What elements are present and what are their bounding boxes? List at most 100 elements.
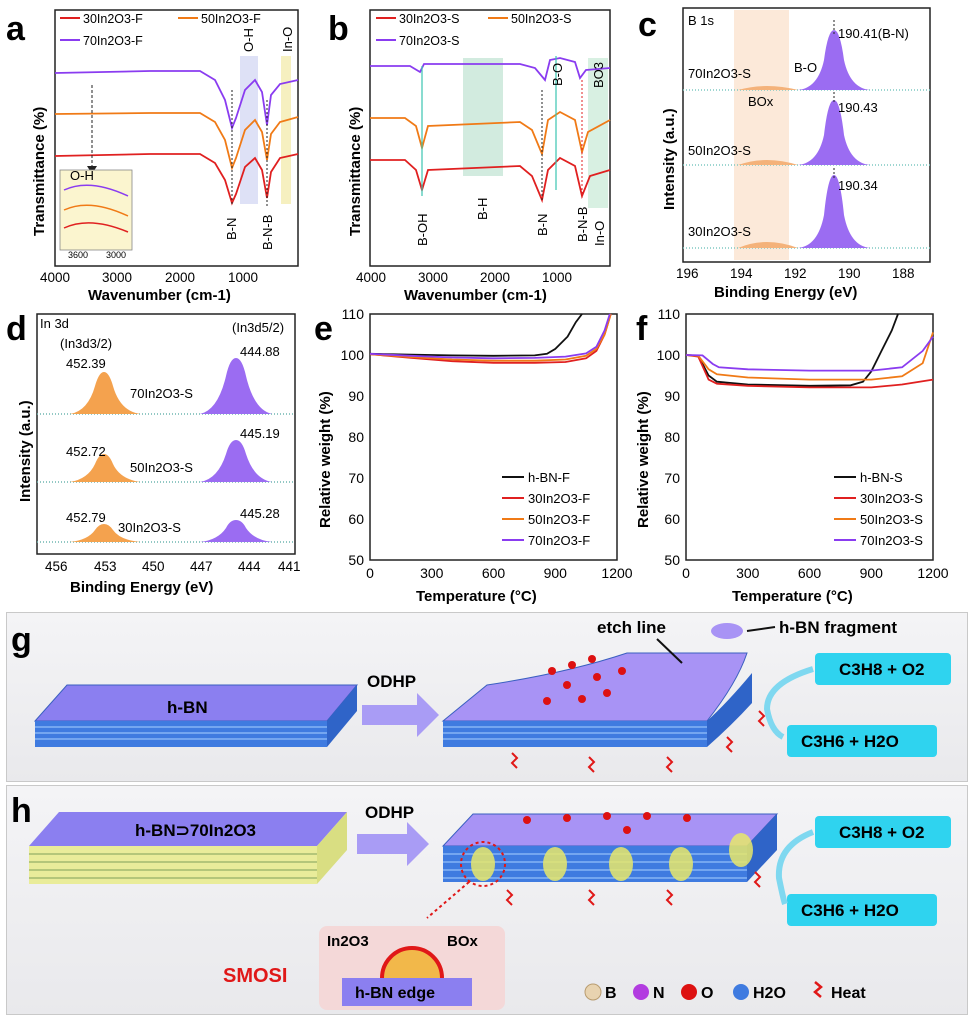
series-e-0: [369, 313, 583, 357]
schematic-h-canvas: h h-BN⊃70In2O3 ODHP: [11, 792, 951, 1010]
ytick-e-80: 80: [348, 429, 364, 445]
label-oh: O-H: [241, 28, 256, 52]
sheet-label-g: h-BN: [167, 698, 208, 717]
odhp-label-g: ODHP: [367, 672, 416, 691]
xtick-f-0: 0: [682, 565, 690, 581]
sample-label-d-50: 50In2O3-S: [130, 460, 193, 475]
etch-line-pointer: [656, 638, 683, 664]
legend-label-f-1: 30In2O3-S: [860, 491, 923, 506]
hbn-in2o3-stack: [29, 812, 347, 884]
sample-label-d-30: 30In2O3-S: [118, 520, 181, 535]
ytick-e-50: 50: [348, 552, 364, 568]
peak-label-30: 190.34: [838, 178, 878, 193]
peak-d-70-52: [200, 358, 272, 414]
label-bn: B-N: [224, 218, 239, 240]
xtick-e-1200: 1200: [601, 565, 632, 581]
odhp-arrow-g: [362, 693, 439, 737]
curve-50-s: [370, 110, 611, 158]
xtick-e-300: 300: [420, 565, 444, 581]
sheet-label-h: h-BN⊃70In2O3: [135, 821, 256, 840]
curve-70-s: [370, 57, 611, 82]
inset-box: [59, 169, 133, 251]
d-70-52: 444.88: [240, 344, 280, 359]
peak-label-d-32: (In3d3/2): [60, 336, 112, 351]
band-ino-b: [588, 58, 608, 208]
peak-label-50: 190.43: [838, 100, 878, 115]
panel-letter-d: d: [6, 310, 27, 348]
hbn-fragment-shape: [711, 623, 743, 639]
peak-50-bn: [798, 100, 870, 165]
panel-b-ftir-s: b B-OH B-H B-N B-O B-N-B BO3 In-O 30In2O…: [328, 9, 611, 304]
band-box: [734, 10, 789, 260]
ylabel-e: Relative weight (%): [317, 391, 334, 528]
xtick-e-900: 900: [544, 565, 568, 581]
label-bnb: B-N-B: [260, 215, 275, 250]
product-box-h: [787, 894, 937, 926]
legend-30f: 30In2O3-F: [83, 12, 143, 26]
legend-70f: 70In2O3-F: [83, 34, 143, 48]
xlabel-d: Binding Energy (eV): [70, 579, 213, 596]
xtick-f-600: 600: [798, 565, 822, 581]
in2o3-label: In2O3: [327, 933, 369, 950]
band-oh: [240, 56, 258, 204]
spectrum-d-30: [37, 520, 295, 543]
xlabel-f: Temperature (°C): [732, 588, 853, 605]
reactant-label-g: C3H8 + O2: [839, 660, 925, 679]
legend-label-f-2: 50In2O3-S: [860, 512, 923, 527]
peak-d-30-52: [200, 520, 272, 542]
ytick-e-110: 110: [342, 306, 365, 322]
ytick-f-110: 110: [658, 306, 681, 322]
nitrogen-icon: [633, 984, 649, 1000]
peak-label-70: 190.41(B-N): [838, 26, 909, 41]
legend-h2o: H2O: [753, 985, 786, 1002]
peak-d-70-32: [70, 372, 140, 414]
peak-d-30-32: [70, 524, 140, 542]
sample-label-c-70: 70In2O3-S: [688, 66, 751, 81]
xtick-b-4000: 4000: [356, 270, 386, 285]
ytick-f-80: 80: [664, 429, 680, 445]
reactant-box-g: [815, 653, 951, 685]
heat-icons-h: [505, 871, 762, 906]
protected-stack-h: [441, 813, 779, 882]
label-bo3: BO3: [591, 62, 606, 88]
odhp-arrow-h: [357, 822, 429, 866]
spectrum-d-50: [37, 440, 295, 483]
series-f-2: [685, 332, 934, 381]
xtick-d-453: 453: [94, 559, 117, 574]
fragment-pointer: [746, 626, 776, 632]
legend-o: O: [701, 985, 713, 1002]
zoom-pointer: [426, 881, 470, 919]
schematic-g: g h-BN ODHP et: [6, 612, 968, 782]
schematic-g-canvas: g h-BN ODHP et: [11, 618, 951, 773]
hbn-stack-g: [33, 684, 359, 747]
panel-letter-b: b: [328, 10, 349, 48]
panel-letter-e: e: [314, 310, 333, 348]
xlabel-a: Wavenumber (cm-1): [88, 287, 231, 304]
sample-label-d-70: 70In2O3-S: [130, 386, 193, 401]
legend-label-e-1: 30In2O3-F: [528, 491, 590, 506]
xtick-c-196: 196: [676, 266, 699, 281]
ylabel-f: Relative weight (%): [635, 391, 652, 528]
flow-arrow-g: [763, 666, 814, 740]
panel-c-b1s: c B 1s 190.41(B-N) 190.43 190.34 70In2O3…: [638, 6, 931, 301]
ylabel-b: Transmittance (%): [347, 107, 364, 236]
xtick-f-900: 900: [860, 565, 884, 581]
peak-label-d-52: (In3d5/2): [232, 320, 284, 335]
legend-50s: 50In2O3-S: [511, 12, 571, 26]
panel-d-in3d: d In 3d (In3d3/2) (In3d5/2) 452.39 444.8…: [6, 310, 301, 596]
water-icon: [733, 984, 749, 1000]
panel-e-tga-f: e 50 60 70 80 90 100 110 0 300 600 900 1200 h-BN-F 30…: [314, 306, 633, 605]
legend-b: B: [605, 985, 617, 1002]
panel-letter-h: h: [11, 792, 32, 830]
hbn-edge-block: [342, 978, 472, 1006]
legend-heat: Heat: [831, 985, 866, 1002]
panel-letter-a: a: [6, 10, 26, 48]
reactant-box-h: [815, 816, 951, 848]
xtick-1000: 1000: [228, 270, 258, 285]
xlabel-e: Temperature (°C): [416, 588, 537, 605]
band-bh: [463, 58, 503, 176]
inset-curve-50: [63, 204, 129, 217]
legend-label-e-3: 70In2O3-F: [528, 533, 590, 548]
ytick-e-60: 60: [348, 511, 364, 527]
plot-frame-a: [54, 9, 299, 267]
